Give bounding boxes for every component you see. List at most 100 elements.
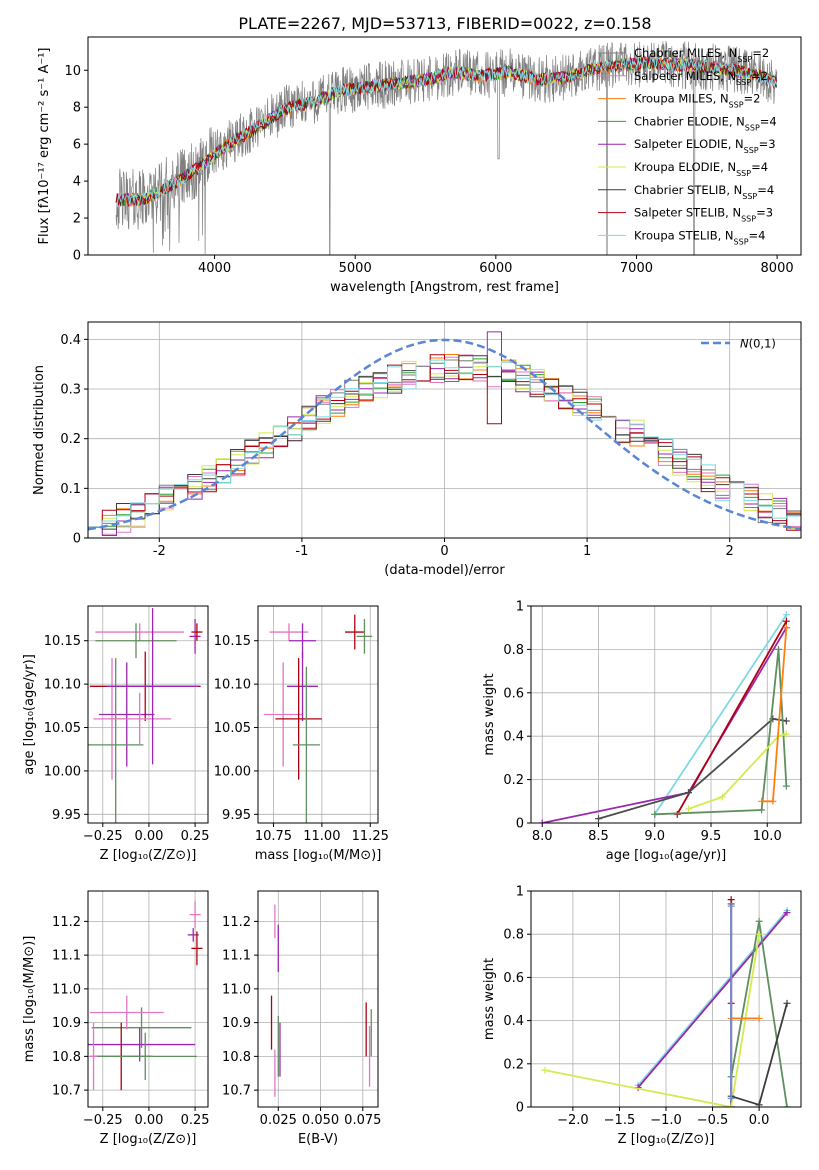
plus-marker [782, 782, 790, 790]
age-vs-Z-plot-area [88, 608, 203, 823]
plus-marker [755, 917, 763, 925]
x-tick-label: 8.0 [532, 829, 553, 844]
y-tick-label: 11.1 [52, 949, 81, 964]
spectrum-panel: 4000 5000 6000 7000 8000 0 2 4 6 8 10 wavelength [A… [37, 36, 802, 295]
y-tick-label: 10.05 [214, 721, 251, 736]
massweight-vs-Z-plot-area [541, 896, 791, 1107]
x-tick-label: −1.0 [650, 1113, 682, 1128]
x-tick-label: 8.5 [588, 829, 609, 844]
plus-marker [651, 810, 659, 818]
plus-marker [541, 1066, 549, 1074]
legend-entry: Chabrier MILES, NSSP=2 [634, 46, 769, 64]
legend-entry: Chabrier ELODIE, NSSP=4 [634, 114, 777, 131]
plus-marker [783, 999, 791, 1007]
x-tick-label: 2 [726, 544, 734, 559]
observed-spectrum-line [115, 40, 778, 255]
y-tick-label: 10.9 [222, 1016, 251, 1031]
y-tick-label: 6 [73, 138, 81, 153]
mass-vs-metallicity-panel: −0.25 0.00 0.25 10.7 10.8 10.9 11.0 11.1 11.2 Z [… [22, 890, 210, 1147]
plot-frame [87, 890, 209, 1108]
y-axis-label: Normed distribution [32, 365, 47, 495]
y-tick-label: 10.7 [222, 1084, 251, 1099]
age-vs-metallicity-panel: −0.25 0.00 0.25 9.95 10.00 10.05 10.10 10.15 Z [… [22, 605, 210, 863]
plus-marker [782, 624, 790, 632]
legend-entry: Kroupa ELODIE, NSSP=4 [634, 160, 768, 178]
plot-frame [257, 605, 379, 824]
legend-entry: Kroupa STELIB, NSSP=4 [634, 228, 765, 246]
x-tick-label: −2.0 [557, 1113, 589, 1128]
x-tick-label: 0.25 [181, 829, 210, 844]
residuals-plot-area [88, 331, 801, 538]
x-tick-label: 7000 [620, 261, 653, 276]
plus-marker [595, 815, 602, 823]
plus-marker [775, 645, 782, 653]
plot-frame [87, 321, 802, 539]
plus-marker [755, 1014, 763, 1022]
age-vs-mass-plot-area [263, 614, 373, 823]
y-tick-label: 0.8 [503, 928, 524, 943]
plus-marker [782, 730, 790, 738]
mass-vs-ebv-plot-area [270, 904, 372, 1097]
y-tick-label: 0.4 [60, 333, 81, 348]
mass-weight-line [598, 717, 787, 820]
x-tick-label: 9.5 [701, 829, 722, 844]
y-tick-label: 11.2 [222, 915, 251, 930]
y-tick-label: 10.15 [44, 634, 81, 649]
plus-marker [783, 1103, 791, 1107]
y-axis-label: age [log₁₀(age/yr)] [22, 654, 37, 775]
x-tick-label: −0.25 [83, 1113, 123, 1128]
plus-marker [727, 902, 735, 910]
x-tick-label: 5000 [339, 261, 372, 276]
y-tick-label: 0 [73, 249, 81, 264]
plus-marker [758, 806, 766, 814]
mass-vs-ebv-panel: 0.025 0.050 0.075 10.7 10.8 10.9 11.0 11.1 11.2 E… [222, 890, 381, 1147]
x-tick-label: −0.25 [83, 829, 123, 844]
y-tick-label: 0 [516, 817, 524, 832]
plus-marker [783, 909, 791, 917]
x-tick-label: 11.25 [352, 829, 389, 844]
x-tick-label: −0.5 [697, 1113, 729, 1128]
plus-marker [538, 819, 546, 823]
y-tick-label: 0.2 [503, 1057, 524, 1072]
plus-marker [685, 805, 692, 813]
x-axis-label: Z [log₁₀(Z/Z⊙)] [100, 848, 197, 863]
legend-entry: Chabrier STELIB, NSSP=4 [634, 183, 774, 201]
x-tick-label: 0.025 [260, 1113, 297, 1128]
x-tick-label: 0 [440, 544, 448, 559]
y-tick-label: 10.00 [214, 764, 251, 779]
x-tick-label: 0.0 [749, 1113, 770, 1128]
y-tick-label: 0.4 [503, 730, 524, 745]
mass-vs-Z-plot-area [88, 901, 203, 1091]
y-tick-label: 1 [516, 885, 524, 900]
figure-title: PLATE=2267, MJD=53713, FIBERID=0022, z=0… [238, 14, 651, 33]
y-tick-label: 10.8 [222, 1050, 251, 1065]
x-tick-label: 0.050 [302, 1113, 339, 1128]
x-axis-label: age [log₁₀(age/yr)] [606, 848, 727, 863]
y-tick-label: 10.15 [214, 634, 251, 649]
plus-marker [782, 617, 790, 625]
y-tick-label: 0.1 [60, 482, 81, 497]
plus-marker [718, 793, 726, 801]
y-tick-label: 10.10 [214, 678, 251, 693]
plus-marker [727, 1103, 735, 1107]
x-tick-label: 0.00 [134, 829, 163, 844]
plus-marker [727, 1094, 735, 1102]
massweight-vs-age-plot-area [538, 611, 790, 823]
y-tick-label: 10.10 [44, 678, 81, 693]
legend-entry: Salpeter MILES, NSSP=2 [634, 69, 768, 87]
y-axis-label: mass weight [482, 673, 497, 755]
x-axis-label: E(B-V) [298, 1132, 338, 1147]
x-tick-label: 9.0 [644, 829, 665, 844]
y-tick-label: 4 [73, 175, 81, 190]
x-tick-label: 0.25 [181, 1113, 210, 1128]
plot-frame [530, 605, 802, 824]
y-tick-label: 1 [516, 600, 524, 615]
x-axis-label: mass [log₁₀(M/M⊙)] [255, 848, 382, 863]
plot-frame [257, 890, 379, 1108]
x-axis-label: Z [log₁₀(Z/Z⊙)] [100, 1132, 197, 1147]
plus-marker [769, 797, 777, 805]
spectrum-plot-area [115, 40, 778, 255]
mass-weight-line [544, 934, 760, 1107]
y-tick-label: 8 [73, 101, 81, 116]
mass-weight-vs-metallicity-panel: −2.0 −1.5 −1.0 −0.5 0.0 0 0.2 0.4 0.6 0.8 1 Z [log₁… [482, 885, 802, 1147]
